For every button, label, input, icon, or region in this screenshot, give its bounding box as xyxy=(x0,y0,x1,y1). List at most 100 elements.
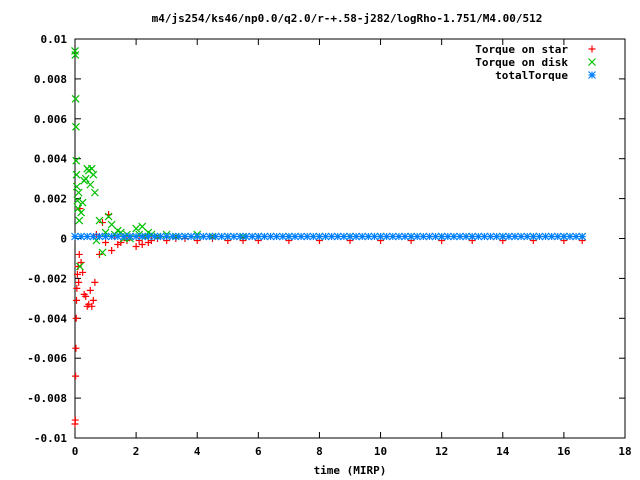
data-point xyxy=(468,232,477,241)
data-point xyxy=(108,246,116,254)
data-point xyxy=(578,232,587,241)
data-point xyxy=(559,232,568,241)
data-point xyxy=(394,232,403,241)
data-point xyxy=(260,232,269,241)
data-point xyxy=(138,232,147,241)
data-point xyxy=(272,232,281,241)
data-point xyxy=(72,182,81,191)
data-point xyxy=(541,232,550,241)
legend-marker xyxy=(588,58,596,66)
data-point xyxy=(89,232,98,241)
data-point xyxy=(116,228,125,237)
data-point xyxy=(95,216,104,225)
data-point xyxy=(278,232,287,241)
data-point xyxy=(82,292,90,300)
data-point xyxy=(99,219,106,227)
data-point xyxy=(370,232,379,241)
data-point xyxy=(413,232,422,241)
data-point xyxy=(284,232,293,241)
data-point xyxy=(174,232,183,241)
legend-label: totalTorque xyxy=(495,69,568,82)
data-point xyxy=(309,232,318,241)
data-point xyxy=(211,232,220,241)
data-point xyxy=(92,236,101,245)
data-point xyxy=(529,232,538,241)
data-point xyxy=(431,232,440,241)
data-point xyxy=(254,232,263,241)
data-point xyxy=(407,232,416,241)
data-point xyxy=(358,232,367,241)
data-point xyxy=(315,232,324,241)
data-point xyxy=(266,232,275,241)
y-tick-label: -0.01 xyxy=(34,432,67,445)
data-point xyxy=(236,232,244,241)
plot-marks xyxy=(71,47,587,428)
data-point xyxy=(71,122,80,131)
data-point xyxy=(376,232,385,241)
data-point xyxy=(147,236,155,244)
data-point xyxy=(119,232,128,241)
data-point xyxy=(162,232,171,241)
data-point xyxy=(449,232,458,241)
series-2 xyxy=(71,232,587,241)
data-point xyxy=(73,296,81,304)
x-tick-label: 14 xyxy=(496,445,510,458)
data-point xyxy=(566,232,574,241)
data-point xyxy=(135,236,143,244)
data-point xyxy=(132,224,141,233)
data-point xyxy=(553,232,562,241)
data-point xyxy=(303,232,312,241)
y-tick-label: 0.006 xyxy=(34,113,67,126)
data-point xyxy=(388,232,397,241)
y-tick-label: 0.002 xyxy=(34,193,67,206)
data-point xyxy=(339,232,348,241)
data-point xyxy=(535,232,544,241)
data-point xyxy=(75,216,84,225)
data-point xyxy=(248,232,257,241)
data-point xyxy=(217,232,226,241)
data-point xyxy=(223,232,232,241)
data-point xyxy=(71,416,79,424)
data-point xyxy=(425,232,434,241)
data-point xyxy=(511,232,519,241)
data-point xyxy=(91,278,99,286)
data-point xyxy=(71,94,80,103)
data-point xyxy=(492,232,501,241)
x-tick-label: 0 xyxy=(72,445,79,458)
data-point xyxy=(113,232,122,241)
data-point xyxy=(523,232,532,241)
data-point xyxy=(382,232,391,241)
x-tick-label: 4 xyxy=(194,445,201,458)
data-point xyxy=(72,344,80,352)
y-tick-label: -0.008 xyxy=(27,392,67,405)
data-point xyxy=(297,232,306,241)
data-point xyxy=(81,174,90,183)
data-point xyxy=(239,236,247,244)
data-point xyxy=(504,232,513,241)
data-point xyxy=(572,232,581,241)
data-point xyxy=(73,270,81,278)
data-point xyxy=(73,284,81,292)
data-point xyxy=(102,238,110,246)
data-point xyxy=(443,232,452,241)
data-point xyxy=(547,232,556,241)
data-point xyxy=(86,180,95,189)
data-point xyxy=(72,156,81,165)
data-point xyxy=(123,236,131,244)
data-point xyxy=(181,232,189,241)
y-tick-label: -0.006 xyxy=(27,352,67,365)
legend-label: Torque on star xyxy=(475,43,568,56)
data-point xyxy=(72,372,80,380)
x-tick-label: 2 xyxy=(133,445,140,458)
data-point xyxy=(89,296,97,304)
data-point xyxy=(75,262,84,271)
legend-marker xyxy=(588,45,596,53)
data-point xyxy=(74,204,82,213)
data-point xyxy=(71,232,79,241)
x-axis: 0 2 4 6 8 10 12 14 16 18 xyxy=(72,39,632,458)
data-point xyxy=(474,232,483,241)
data-point xyxy=(107,220,116,229)
x-tick-label: 6 xyxy=(255,445,262,458)
data-point xyxy=(126,232,134,241)
